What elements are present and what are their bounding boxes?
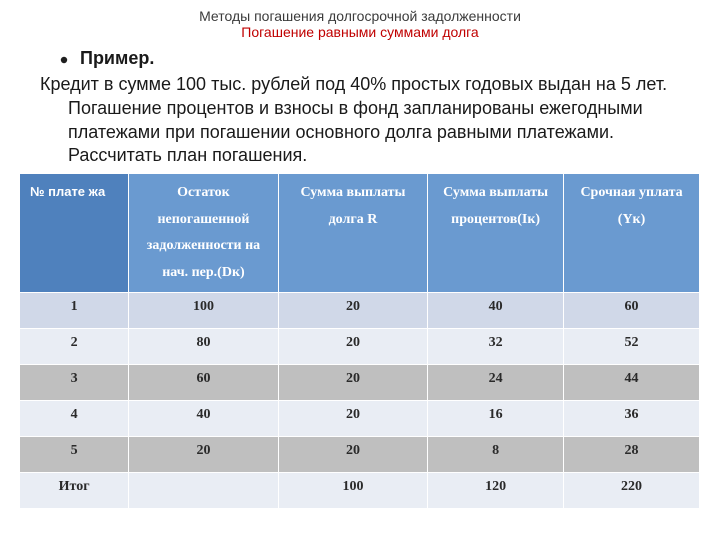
cell-d: 60 xyxy=(129,365,278,401)
table-row-total: Итог 100 120 220 xyxy=(20,473,700,509)
cell-i: 8 xyxy=(428,437,564,473)
cell-r: 20 xyxy=(278,365,427,401)
cell-r: 20 xyxy=(278,329,427,365)
slide-title-line1: Методы погашения долгосрочной задолженно… xyxy=(20,8,700,24)
slide-title-line2: Погашение равными суммами долга xyxy=(20,24,700,40)
table-row: 1 100 20 40 60 xyxy=(20,293,700,329)
example-label: Пример. xyxy=(80,48,154,69)
col-header-principal: Сумма выплаты долга R xyxy=(278,174,427,293)
col-header-interest: Сумма выплаты процентов(Iк) xyxy=(428,174,564,293)
cell-d: 40 xyxy=(129,401,278,437)
cell-r: 20 xyxy=(278,401,427,437)
bullet-block: Пример. xyxy=(20,48,700,69)
cell-r: 20 xyxy=(278,293,427,329)
cell-d: 100 xyxy=(129,293,278,329)
cell-r: 100 xyxy=(278,473,427,509)
table-body: 1 100 20 40 60 2 80 20 32 52 3 60 20 24 … xyxy=(20,293,700,509)
cell-y: 60 xyxy=(564,293,700,329)
cell-d: 20 xyxy=(129,437,278,473)
cell-n: 3 xyxy=(20,365,129,401)
cell-d: 80 xyxy=(129,329,278,365)
cell-i: 120 xyxy=(428,473,564,509)
cell-n: 5 xyxy=(20,437,129,473)
cell-n: 1 xyxy=(20,293,129,329)
cell-i: 16 xyxy=(428,401,564,437)
cell-i: 40 xyxy=(428,293,564,329)
cell-y: 28 xyxy=(564,437,700,473)
col-header-payment: Срочная уплата (Yк) xyxy=(564,174,700,293)
cell-r: 20 xyxy=(278,437,427,473)
slide: Методы погашения долгосрочной задолженно… xyxy=(0,0,720,540)
table-row: 5 20 20 8 28 xyxy=(20,437,700,473)
repayment-table: № плате жа Остаток непогашенной задолжен… xyxy=(20,174,700,509)
cell-y: 44 xyxy=(564,365,700,401)
table-header-row: № плате жа Остаток непогашенной задолжен… xyxy=(20,174,700,293)
cell-n: Итог xyxy=(20,473,129,509)
table-row: 3 60 20 24 44 xyxy=(20,365,700,401)
col-header-number: № плате жа xyxy=(20,174,129,293)
col-header-balance: Остаток непогашенной задолженности на на… xyxy=(129,174,278,293)
bullet-dot-icon xyxy=(60,56,68,64)
table-row: 2 80 20 32 52 xyxy=(20,329,700,365)
problem-statement: Кредит в сумме 100 тыс. рублей под 40% п… xyxy=(20,73,700,168)
example-bullet: Пример. xyxy=(60,48,700,69)
table-row: 4 40 20 16 36 xyxy=(20,401,700,437)
cell-i: 24 xyxy=(428,365,564,401)
cell-y: 220 xyxy=(564,473,700,509)
cell-y: 52 xyxy=(564,329,700,365)
cell-i: 32 xyxy=(428,329,564,365)
cell-y: 36 xyxy=(564,401,700,437)
cell-n: 2 xyxy=(20,329,129,365)
cell-d xyxy=(129,473,278,509)
cell-n: 4 xyxy=(20,401,129,437)
